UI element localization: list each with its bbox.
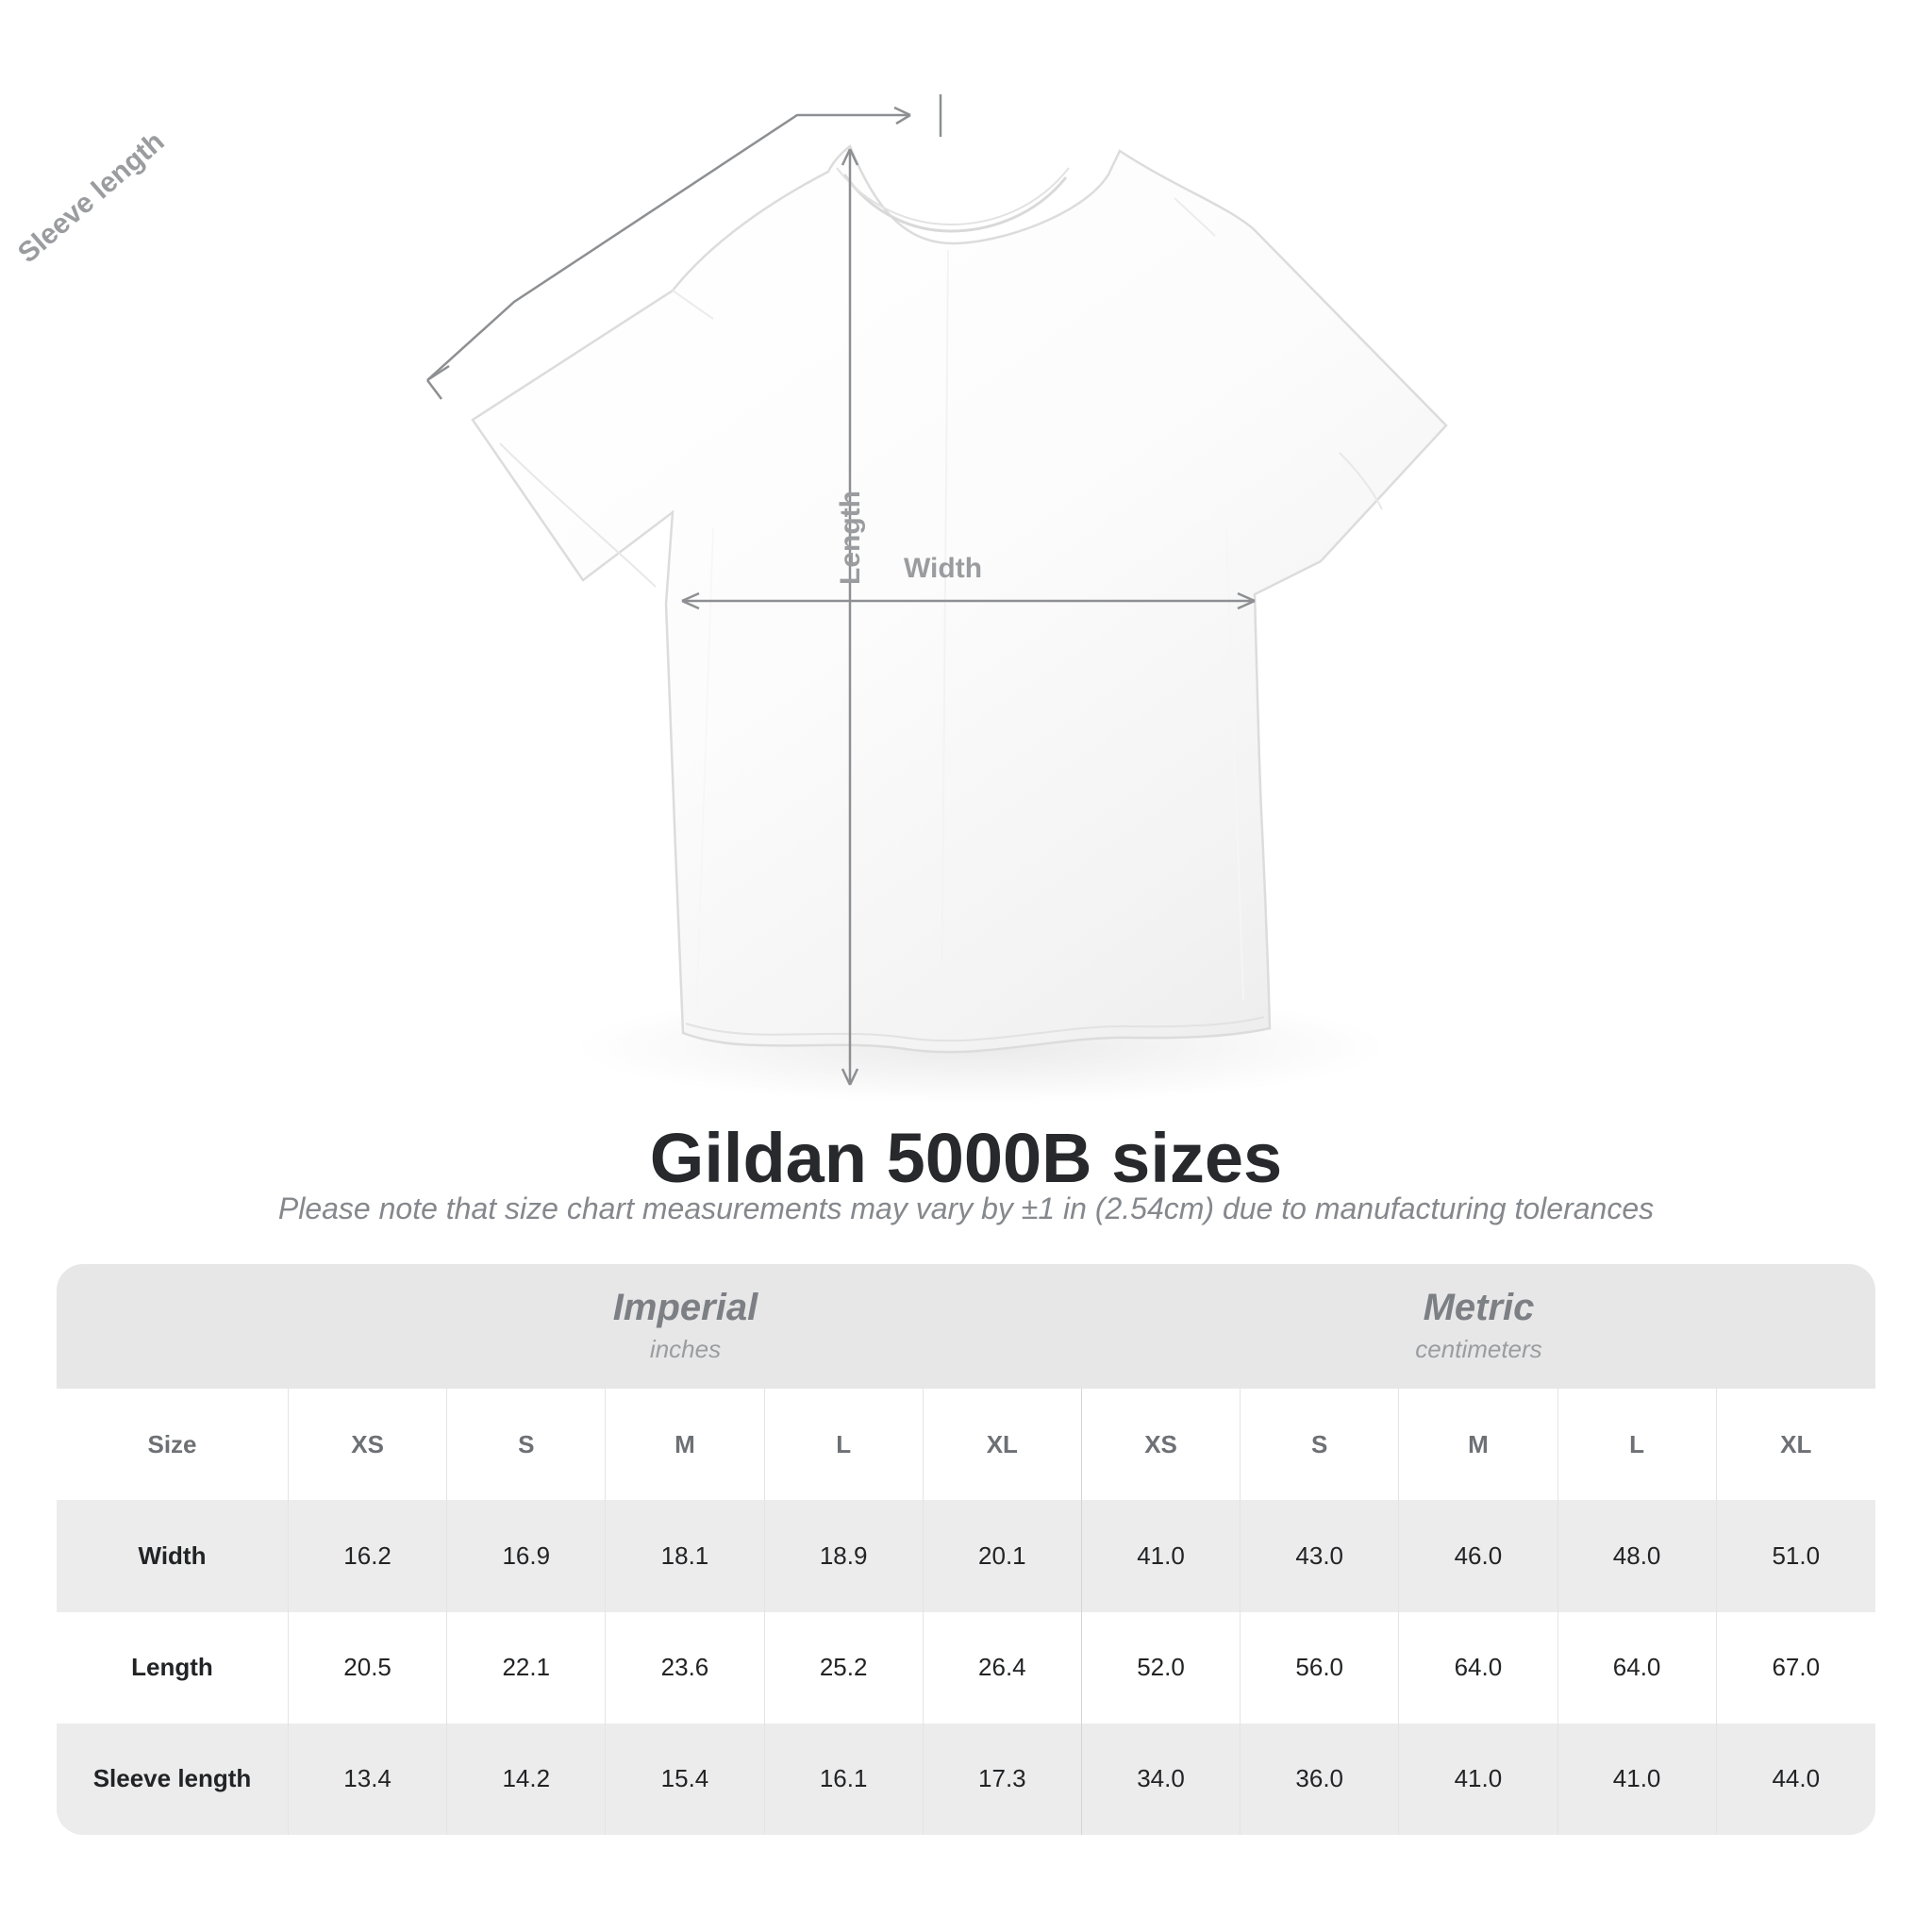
svg-text:Length: Length xyxy=(835,491,866,585)
svg-text:Width: Width xyxy=(904,553,982,584)
svg-text:Sleeve length: Sleeve length xyxy=(12,125,171,269)
